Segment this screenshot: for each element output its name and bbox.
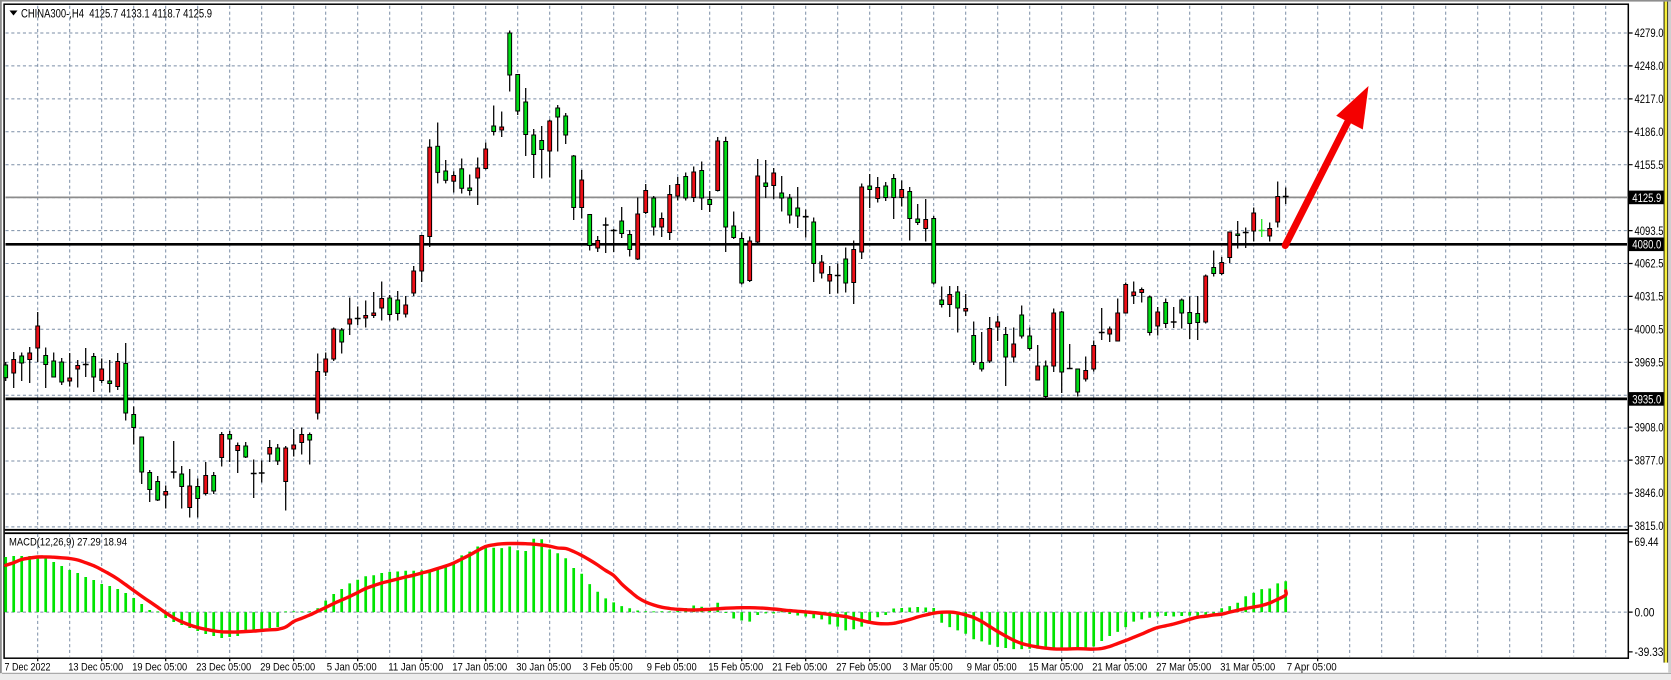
svg-text:4062.5: 4062.5 [1635, 258, 1664, 271]
svg-text:4093.5: 4093.5 [1635, 225, 1664, 238]
svg-text:3935.0: 3935.0 [1632, 393, 1661, 406]
svg-text:13 Dec 05:00: 13 Dec 05:00 [68, 662, 123, 674]
svg-text:11 Jan 05:00: 11 Jan 05:00 [388, 662, 443, 674]
svg-text:4080.0: 4080.0 [1632, 239, 1661, 252]
svg-text:23 Dec 05:00: 23 Dec 05:00 [196, 662, 251, 674]
svg-text:0.00: 0.00 [1635, 606, 1655, 619]
svg-text:3815.0: 3815.0 [1635, 520, 1664, 533]
svg-text:30 Jan 05:00: 30 Jan 05:00 [516, 662, 571, 674]
svg-text:69.44: 69.44 [1635, 536, 1659, 549]
svg-text:3846.0: 3846.0 [1635, 487, 1664, 500]
svg-text:-39.33: -39.33 [1635, 646, 1664, 659]
svg-text:MACD(12,26,9) 27.29 18.94: MACD(12,26,9) 27.29 18.94 [9, 537, 127, 549]
svg-text:17 Jan 05:00: 17 Jan 05:00 [452, 662, 507, 674]
svg-text:7 Apr 05:00: 7 Apr 05:00 [1287, 662, 1337, 674]
svg-text:4031.5: 4031.5 [1635, 291, 1664, 304]
svg-text:CHINA300-,H4 4125.7 4133.1 41: CHINA300-,H4 4125.7 4133.1 4118.7 4125.9 [21, 7, 212, 21]
svg-text:3 Mar 05:00: 3 Mar 05:00 [903, 662, 953, 674]
svg-text:4186.0: 4186.0 [1635, 126, 1664, 139]
svg-text:15 Feb 05:00: 15 Feb 05:00 [708, 662, 763, 674]
svg-text:4000.5: 4000.5 [1635, 324, 1664, 337]
svg-text:4155.5: 4155.5 [1635, 159, 1664, 172]
svg-text:4279.0: 4279.0 [1635, 27, 1664, 40]
svg-text:3877.0: 3877.0 [1635, 454, 1664, 467]
svg-text:3908.0: 3908.0 [1635, 421, 1664, 434]
svg-text:15 Mar 05:00: 15 Mar 05:00 [1028, 662, 1083, 674]
svg-text:3 Feb 05:00: 3 Feb 05:00 [583, 662, 633, 674]
svg-text:21 Feb 05:00: 21 Feb 05:00 [772, 662, 827, 674]
svg-text:4248.0: 4248.0 [1635, 60, 1664, 73]
svg-text:4217.0: 4217.0 [1635, 93, 1664, 106]
svg-text:3969.5: 3969.5 [1635, 357, 1664, 370]
svg-text:31 Mar 05:00: 31 Mar 05:00 [1220, 662, 1275, 674]
svg-text:27 Feb 05:00: 27 Feb 05:00 [836, 662, 891, 674]
svg-text:27 Mar 05:00: 27 Mar 05:00 [1156, 662, 1211, 674]
svg-text:9 Mar 05:00: 9 Mar 05:00 [967, 662, 1017, 674]
svg-text:5 Jan 05:00: 5 Jan 05:00 [327, 662, 377, 674]
svg-text:29 Dec 05:00: 29 Dec 05:00 [260, 662, 315, 674]
svg-text:19 Dec 05:00: 19 Dec 05:00 [132, 662, 187, 674]
svg-text:4125.9: 4125.9 [1632, 192, 1661, 205]
svg-text:21 Mar 05:00: 21 Mar 05:00 [1092, 662, 1147, 674]
svg-text:9 Feb 05:00: 9 Feb 05:00 [647, 662, 697, 674]
svg-text:7 Dec 2022: 7 Dec 2022 [5, 662, 51, 674]
